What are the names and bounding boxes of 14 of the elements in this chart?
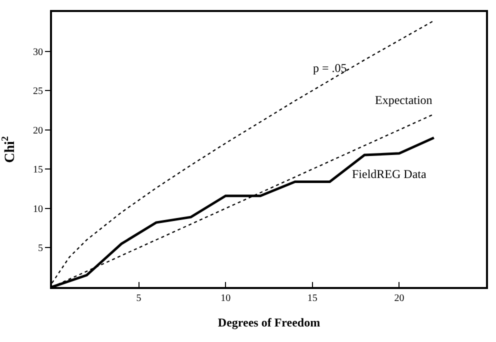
y-tick-label: 30 <box>33 46 43 58</box>
series-label: p = .05 <box>313 61 347 75</box>
y-tick-label: 5 <box>38 243 43 254</box>
y-tick-label: 25 <box>33 86 43 98</box>
y-tick-label: 15 <box>33 164 43 176</box>
y-tick-label: 20 <box>33 125 43 136</box>
series-label: FieldREG Data <box>352 167 427 181</box>
x-tick-label: 10 <box>220 293 231 304</box>
x-tick-label: 20 <box>394 293 404 304</box>
x-tick-label: 15 <box>307 293 318 304</box>
x-tick-label: 5 <box>136 293 142 304</box>
series-label: Expectation <box>375 93 432 107</box>
x-axis-title: Degrees of Freedom <box>218 315 320 330</box>
y-tick-label: 10 <box>33 204 43 215</box>
